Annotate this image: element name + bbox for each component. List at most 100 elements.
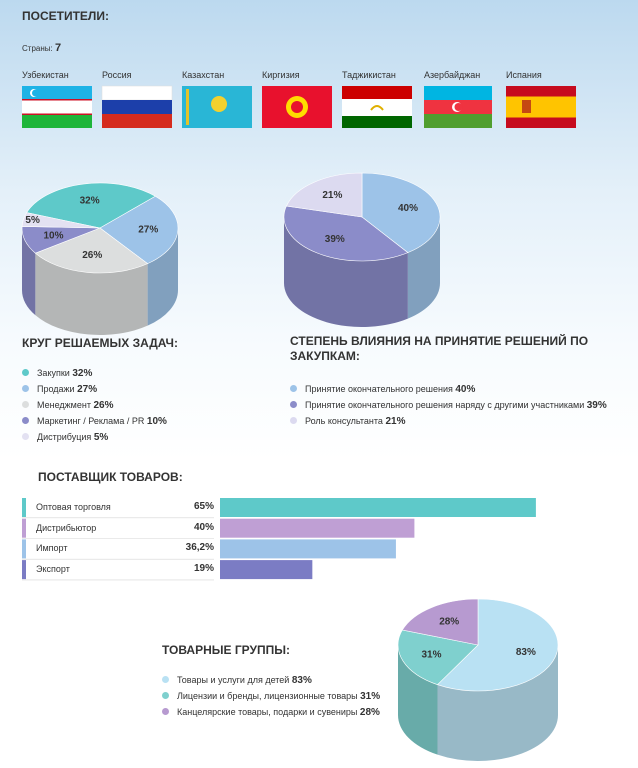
country-name: Россия [102, 70, 132, 80]
bar-swatch [22, 518, 26, 538]
legend-dot [22, 369, 29, 376]
pie-side [398, 645, 438, 755]
pie-slice [361, 172, 441, 253]
bar-category: Импорт [36, 543, 68, 554]
bar-value: 65% [193, 501, 214, 512]
pie-slice [34, 227, 149, 274]
pie-side [284, 217, 408, 327]
chart-title: ПОСТАВЩИК ТОВАРОВ: [38, 470, 183, 484]
pie-side [22, 228, 36, 316]
bar-category: Оптовая торговля [36, 502, 111, 512]
legend-value: 5% [93, 432, 109, 443]
pie-slice [21, 212, 101, 229]
legend-item: Продажи 27% [22, 384, 97, 395]
legend-dot [162, 692, 169, 699]
chart-title: СТЕПЕНЬ ВЛИЯНИЯ НА ПРИНЯТИЕ РЕШЕНИЙ ПО З… [290, 334, 589, 363]
pie-label: 26% [82, 250, 102, 261]
legend-value: 31% [360, 691, 381, 702]
bar-swatch [22, 560, 26, 580]
legend-value: 27% [77, 384, 98, 395]
legend-item: Маркетинг / Реклама / PR 10% [22, 416, 167, 427]
legend-value: 26% [93, 400, 114, 411]
chart-title: ТОВАРНЫЕ ГРУППЫ: [162, 643, 290, 657]
pie-label: 5% [25, 215, 40, 226]
pie-label: 27% [138, 224, 158, 235]
legend-item: Принятие окончательного решения наряду с… [290, 400, 607, 411]
legend-label: Товары и услуги для детей [177, 675, 290, 685]
pie-slice [401, 598, 479, 646]
legend-label: Продажи [37, 384, 75, 394]
legend-item: Менеджмент 26% [22, 400, 113, 411]
country-name: Таджикистан [342, 70, 396, 80]
legend-dot [22, 401, 29, 408]
legend-item: Товары и услуги для детей 83% [162, 675, 312, 686]
legend-label: Закупки [37, 368, 70, 378]
legend-value: 40% [455, 384, 476, 395]
pie-label: 40% [398, 203, 418, 214]
legend-value: 83% [291, 675, 312, 686]
legend-dot [22, 433, 29, 440]
pie-slice [286, 172, 363, 218]
country-name: Испания [506, 70, 542, 80]
legend-label: Дистрибуция [37, 432, 92, 442]
legend-dot [162, 708, 169, 715]
pie-label: 83% [516, 647, 536, 658]
pie-slice [283, 205, 409, 262]
pie-side [35, 253, 148, 336]
pie-label: 39% [325, 234, 345, 245]
legend-value: 21% [385, 416, 406, 427]
bar-value: 19% [193, 563, 214, 575]
pie-slice [436, 598, 559, 692]
pie-side [147, 228, 178, 326]
bar-value: 36,2% [185, 542, 214, 554]
legend-dot [22, 417, 29, 424]
pie-label: 28% [439, 616, 459, 627]
legend-value: 39% [586, 400, 607, 411]
flags [22, 85, 576, 128]
legend-value: 28% [359, 707, 380, 718]
legend-dot [162, 676, 169, 683]
pie-label: 32% [80, 195, 100, 206]
countries-count: Страны: 7 [22, 42, 61, 54]
legend-item: Дистрибуция 5% [22, 432, 108, 443]
legend-value: 10% [146, 416, 167, 427]
legend-label: Принятие окончательного решения наряду с… [305, 400, 585, 410]
countries-number: 7 [54, 42, 62, 54]
legend-item: Закупки 32% [22, 368, 92, 379]
legend-label: Принятие окончательного решения [305, 384, 453, 394]
legend-label: Лицензии и бренды, лицензионные товары [177, 691, 358, 701]
pie-label: 10% [44, 230, 64, 241]
legend-label: Канцелярские товары, подарки и сувениры [177, 707, 358, 717]
legend-label: Маркетинг / Реклама / PR [37, 416, 145, 426]
legend-dot [22, 385, 29, 392]
visitors-title: ПОСЕТИТЕЛИ: [22, 9, 109, 23]
country-name: Азербайджан [424, 70, 481, 80]
bar-swatch [22, 539, 26, 559]
bar [220, 560, 313, 580]
legend-dot [290, 385, 297, 392]
legend-item: Канцелярские товары, подарки и сувениры … [162, 707, 380, 718]
legend-label: Роль консультанта [305, 416, 383, 426]
legend-item: Роль консультанта 21% [290, 416, 405, 427]
country-name: Казахстан [182, 70, 225, 80]
country-name: Киргизия [262, 70, 300, 80]
bar-category: Экспорт [36, 564, 70, 575]
pie-slice [397, 629, 479, 686]
legend-dot [290, 401, 297, 408]
legend-dot [290, 417, 297, 424]
bar-category: Дистрибьютор [36, 522, 97, 533]
legend-item: Принятие окончательного решения 40% [290, 384, 475, 395]
pie-label: 31% [421, 650, 441, 661]
legend-item: Лицензии и бренды, лицензионные товары 3… [162, 691, 380, 702]
bar-swatch [22, 498, 26, 517]
pie-side [437, 645, 558, 761]
pie-slice [26, 182, 156, 229]
bar [220, 539, 396, 559]
pie-slice [99, 195, 179, 264]
bar [220, 518, 415, 538]
bar-value: 40% [193, 521, 214, 533]
pie-side [407, 217, 440, 319]
legend-value: 32% [72, 368, 93, 379]
